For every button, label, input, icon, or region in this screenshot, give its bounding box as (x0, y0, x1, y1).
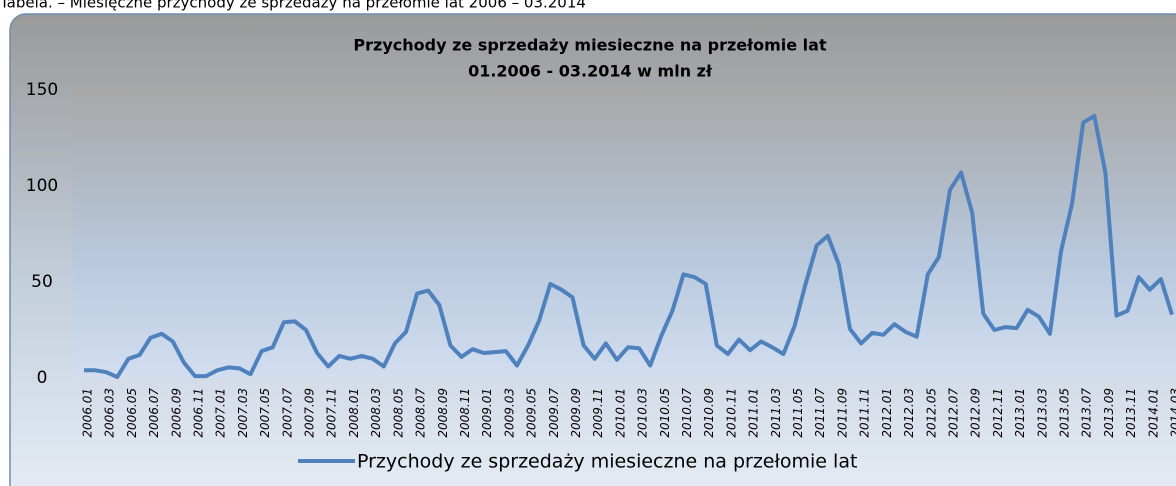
x-tick-label: 2006.11 (192, 388, 206, 438)
chart-title: Przychody ze sprzedaży miesieczne na prz… (353, 36, 827, 55)
x-tick-label: 2011.07 (813, 388, 827, 438)
legend-label: Przychody ze sprzedaży miesieczne na prz… (357, 451, 857, 473)
x-tick-label: 2012.01 (880, 388, 894, 438)
x-tick-label: 2013.03 (1035, 388, 1049, 438)
chart-title: 01.2006 - 03.2014 w mln zł (468, 62, 713, 81)
x-tick-label: 2006.09 (169, 388, 183, 438)
x-tick-label: 2011.11 (858, 388, 872, 438)
x-tick-label: 2008.01 (347, 388, 361, 438)
x-tick-label: 2006.07 (147, 388, 161, 438)
x-tick-label: 2007.07 (280, 388, 294, 438)
x-tick-label: 2006.03 (103, 388, 117, 438)
x-tick-label: 2011.05 (791, 388, 805, 438)
x-tick-label: 2008.11 (458, 388, 472, 438)
x-tick-label: 2010.01 (613, 388, 627, 438)
x-tick-label: 2007.01 (214, 388, 228, 438)
x-tick-label: 2011.01 (747, 388, 761, 438)
x-tick-label: 2006.05 (125, 388, 139, 438)
x-tick-label: 2009.01 (480, 388, 494, 438)
x-tick-label: 2007.03 (236, 388, 250, 438)
x-tick-label: 2009.07 (547, 388, 561, 438)
x-tick-label: 2010.07 (680, 388, 694, 438)
x-tick-label: 2012.05 (924, 388, 938, 438)
x-tick-label: 2014.01 (1146, 388, 1160, 438)
x-tick-label: 2014.03 (1169, 388, 1176, 438)
x-tick-label: 2013.01 (1013, 388, 1027, 438)
x-tick-label: 2012.07 (946, 388, 960, 438)
x-tick-label: 2011.09 (835, 388, 849, 438)
y-tick-label: 100 (26, 176, 58, 196)
x-tick-label: 2013.11 (1124, 388, 1138, 438)
x-tick-label: 2007.05 (258, 388, 272, 438)
x-tick-label: 2011.03 (769, 388, 783, 438)
series-line (84, 113, 1174, 379)
x-tick-label: 2009.05 (525, 388, 539, 438)
x-tick-label: 2008.07 (414, 388, 428, 438)
x-tick-label: 2010.11 (724, 388, 738, 438)
x-tick-label: 2008.09 (436, 388, 450, 438)
y-tick-label: 150 (26, 80, 58, 100)
y-tick-label: 50 (31, 272, 53, 292)
x-tick-label: 2010.03 (636, 388, 650, 438)
x-tick-label: 2009.11 (591, 388, 605, 438)
x-tick-label: 2013.09 (1102, 388, 1116, 438)
x-tick-label: 2007.09 (303, 388, 317, 438)
x-tick-label: 2006.01 (81, 388, 95, 438)
x-tick-label: 2008.05 (391, 388, 405, 438)
x-tick-label: 2012.09 (969, 388, 983, 438)
x-tick-label: 2013.07 (1080, 388, 1094, 438)
y-tick-label: 0 (37, 368, 48, 388)
x-tick-label: 2009.09 (569, 388, 583, 438)
plot-area (73, 90, 1176, 378)
x-tick-label: 2008.03 (369, 388, 383, 438)
x-tick-label: 2013.05 (1057, 388, 1071, 438)
x-tick-label: 2012.03 (902, 388, 916, 438)
x-tick-label: 2010.09 (702, 388, 716, 438)
x-tick-label: 2009.03 (502, 388, 516, 438)
x-tick-label: 2007.11 (325, 388, 339, 438)
caption: Tabela. – Miesięczne przychody ze sprzed… (0, 0, 586, 12)
x-tick-label: 2012.11 (991, 388, 1005, 438)
x-tick-label: 2010.05 (658, 388, 672, 438)
